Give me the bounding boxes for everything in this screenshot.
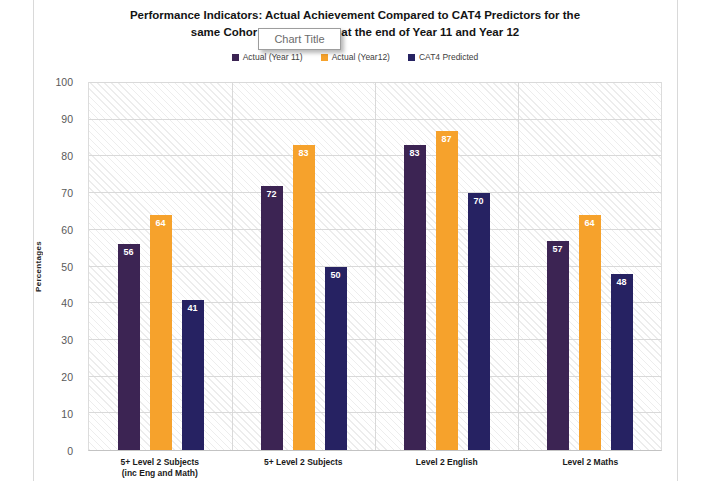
legend-item[interactable]: Actual (Year12)	[321, 52, 390, 62]
chart-title-line2-right: at the end of Year 11 and Year 12	[341, 24, 519, 41]
legend-label: Actual (Year12)	[332, 52, 390, 62]
y-tick-label-10: 10	[61, 408, 73, 420]
y-tick-label-60: 60	[61, 224, 73, 236]
y-tick-label-50: 50	[61, 261, 73, 273]
bar-cat4-predicted[interactable]: 48	[611, 274, 633, 450]
bar-actual-year12-[interactable]: 64	[579, 215, 601, 450]
data-label: 83	[293, 148, 315, 158]
bar-cat4-predicted[interactable]: 70	[468, 193, 490, 450]
data-label: 50	[325, 270, 347, 280]
chart-title-line1: Performance Indicators: Actual Achieveme…	[33, 7, 677, 24]
y-tick-label-0: 0	[67, 445, 73, 457]
bar-actual-year-11-[interactable]: 72	[261, 186, 283, 450]
bar-actual-year-11-[interactable]: 57	[547, 241, 569, 450]
data-label: 83	[404, 148, 426, 158]
y-tick-label-70: 70	[61, 187, 73, 199]
x-axis-category-labels: 5+ Level 2 Subjects (inc Eng and Math)5+…	[88, 457, 662, 480]
data-label: 41	[182, 303, 204, 313]
bar-actual-year-11-[interactable]: 83	[404, 145, 426, 450]
y-tick-label-40: 40	[61, 297, 73, 309]
y-tick-label-100: 100	[55, 76, 73, 88]
category-label-4: Level 2 Maths	[519, 457, 663, 480]
bar-group-3: 83 87 70	[375, 83, 518, 450]
y-tick-label-30: 30	[61, 334, 73, 346]
bar-groups: 56 64 41 72 83 50 83 87 70 57 64 48	[89, 83, 661, 450]
category-label-1: 5+ Level 2 Subjects (inc Eng and Math)	[88, 457, 232, 480]
chart-canvas[interactable]: Performance Indicators: Actual Achieveme…	[0, 0, 702, 499]
data-label: 57	[547, 244, 569, 254]
data-label: 87	[436, 134, 458, 144]
legend-label: Actual (Year 11)	[243, 52, 303, 62]
data-label: 72	[261, 189, 283, 199]
chart-title-line2: same Cohor at the end of Year 11 and Yea…	[33, 24, 677, 41]
data-label: 56	[118, 247, 140, 257]
category-label-2: 5+ Level 2 Subjects	[232, 457, 376, 480]
legend-marker-icon	[232, 54, 239, 61]
legend-marker-icon	[321, 54, 328, 61]
legend-label: CAT4 Predicted	[419, 52, 478, 62]
data-label: 48	[611, 277, 633, 287]
y-axis-tick-labels: 0102030405060708090100	[33, 82, 81, 451]
bar-group-4: 57 64 48	[518, 83, 661, 450]
chart-title-tooltip: Chart Title	[258, 28, 341, 50]
category-label-3: Level 2 English	[375, 457, 519, 480]
bar-group-1: 56 64 41	[89, 83, 232, 450]
data-label: 70	[468, 196, 490, 206]
y-tick-label-90: 90	[61, 113, 73, 125]
bar-cat4-predicted[interactable]: 41	[182, 300, 204, 450]
legend-item[interactable]: CAT4 Predicted	[408, 52, 478, 62]
y-tick-label-80: 80	[61, 150, 73, 162]
data-label: 64	[150, 218, 172, 228]
chart-title[interactable]: Performance Indicators: Actual Achieveme…	[33, 7, 677, 41]
chart-title-line2-left: same Cohor	[191, 24, 257, 41]
legend-marker-icon	[408, 54, 415, 61]
data-label: 64	[579, 218, 601, 228]
bar-actual-year12-[interactable]: 83	[293, 145, 315, 450]
legend-item[interactable]: Actual (Year 11)	[232, 52, 303, 62]
bar-group-2: 72 83 50	[232, 83, 375, 450]
bar-actual-year12-[interactable]: 87	[436, 131, 458, 450]
bar-actual-year-11-[interactable]: 56	[118, 244, 140, 450]
legend: Actual (Year 11) Actual (Year12) CAT4 Pred…	[33, 50, 677, 64]
plot-area[interactable]: 56 64 41 72 83 50 83 87 70 57 64 48	[88, 82, 662, 451]
bar-cat4-predicted[interactable]: 50	[325, 267, 347, 451]
y-tick-label-20: 20	[61, 371, 73, 383]
chart-object-border-right	[677, 0, 678, 481]
bar-actual-year12-[interactable]: 64	[150, 215, 172, 450]
